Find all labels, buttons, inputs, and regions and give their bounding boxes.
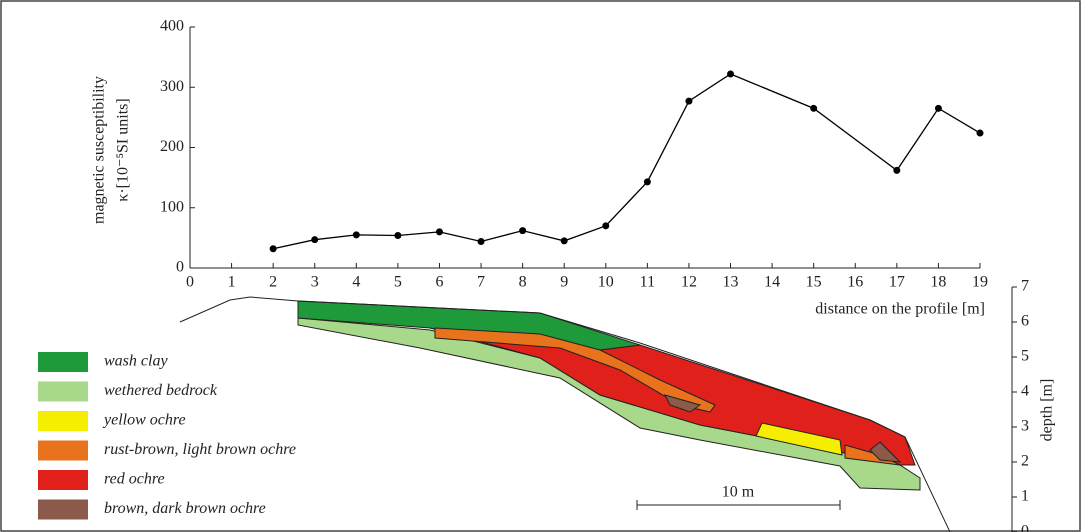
x-tick-label: 17 (889, 274, 905, 291)
x-tick-label: 15 (806, 274, 822, 291)
x-tick-label: 5 (394, 274, 402, 291)
legend-swatch (38, 470, 88, 490)
scale-label: 10 m (722, 484, 755, 501)
data-point (269, 245, 277, 253)
data-point (934, 104, 942, 112)
x-tick-label: 2 (269, 274, 277, 291)
yellow-lens (755, 422, 843, 456)
legend-label: yellow ochre (102, 412, 186, 429)
data-point (560, 237, 568, 245)
data-point (435, 228, 443, 236)
x-tick-label: 3 (311, 274, 319, 291)
legend-swatch (38, 440, 88, 461)
y-tick-label: 200 (160, 138, 184, 155)
data-point (394, 231, 402, 239)
depth-tick-label: 1 (1021, 488, 1029, 505)
y-tick-label: 400 (160, 18, 184, 35)
data-point (519, 227, 527, 235)
data-point (893, 166, 901, 174)
depth-axis-label: depth [m] (1039, 379, 1056, 442)
y-tick-label: 300 (160, 78, 184, 95)
x-tick-label: 16 (847, 274, 863, 291)
x-tick-label: 14 (764, 274, 780, 291)
legend-swatch (38, 411, 88, 431)
data-point (643, 178, 651, 186)
x-tick-label: 6 (435, 274, 443, 291)
x-axis-label: distance on the profile [m] (815, 301, 985, 318)
x-tick-label: 19 (972, 274, 988, 291)
legend-label: wethered bedrock (104, 382, 218, 399)
depth-tick-label: 0 (1021, 523, 1029, 532)
depth-tick-label: 6 (1021, 313, 1029, 330)
terrain-line (179, 296, 951, 532)
legend-label: red ochre (104, 471, 165, 488)
x-tick-label: 13 (723, 274, 739, 291)
y-axis-label: magnetic susceptibility (91, 76, 108, 224)
x-tick-label: 12 (681, 274, 697, 291)
data-point (976, 129, 984, 137)
depth-tick-label: 4 (1021, 383, 1029, 400)
cross-section (179, 296, 951, 532)
x-tick-label: 8 (519, 274, 527, 291)
depth-tick-label: 2 (1021, 453, 1029, 470)
y-tick-label: 0 (176, 259, 184, 276)
x-tick-label: 9 (560, 274, 568, 291)
legend-label: wash clay (104, 353, 168, 370)
brown-lens (869, 441, 902, 463)
x-tick-label: 0 (186, 274, 194, 291)
legend-label: brown, dark brown ochre (104, 500, 266, 517)
legend-swatch (38, 499, 88, 520)
x-tick-label: 11 (640, 274, 655, 291)
y-axis-label: κ·[10⁻⁵SI units] (115, 98, 132, 201)
data-point (685, 97, 693, 105)
x-tick-label: 1 (228, 274, 236, 291)
depth-tick-label: 5 (1021, 348, 1029, 365)
legend-label: rust-brown, light brown ochre (104, 441, 296, 458)
x-tick-label: 10 (598, 274, 614, 291)
data-point (810, 104, 818, 112)
brown-lens (664, 394, 702, 413)
data-point (727, 70, 735, 78)
legend-swatch (38, 381, 88, 402)
data-line (273, 73, 981, 250)
y-tick-label: 100 (160, 198, 184, 215)
scale-bar (636, 500, 841, 510)
x-tick-label: 18 (930, 274, 946, 291)
depth-tick-label: 7 (1021, 278, 1029, 295)
data-point (602, 222, 610, 230)
data-point (352, 231, 360, 239)
legend-swatch (38, 352, 88, 372)
x-tick-label: 7 (477, 274, 485, 291)
data-point (311, 236, 319, 244)
data-point (477, 237, 485, 245)
x-tick-label: 4 (352, 274, 360, 291)
depth-tick-label: 3 (1021, 418, 1029, 435)
